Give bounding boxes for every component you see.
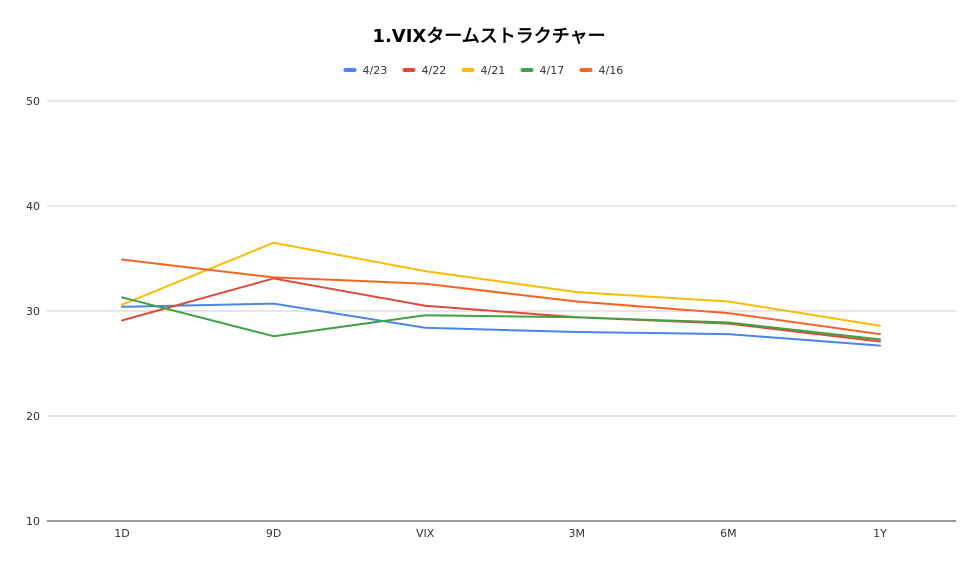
series-line-4/21 (121, 241, 881, 327)
legend-label: 4/21 (481, 64, 506, 77)
x-tick-label: 1D (114, 527, 129, 540)
x-tick-label: 1Y (873, 527, 887, 540)
legend-label: 4/17 (540, 64, 565, 77)
series-line-4/23 (121, 302, 881, 347)
x-tick-label: 6M (720, 527, 737, 540)
legend-item: 4/17 (520, 64, 565, 77)
legend: 4/23 4/22 4/21 4/17 4/16 (343, 64, 624, 77)
legend-item: 4/16 (579, 64, 624, 77)
legend-swatch (402, 68, 416, 72)
x-axis-tick-labels: 1D 9D VIX 3M 6M 1Y (114, 527, 887, 540)
legend-label: 4/23 (363, 64, 388, 77)
legend-swatch (461, 68, 475, 72)
legend-swatch (579, 68, 593, 72)
y-tick-label: 40 (26, 200, 40, 213)
series-line-4/17 (121, 296, 881, 341)
y-tick-label: 10 (26, 515, 40, 528)
y-tick-label: 30 (26, 305, 40, 318)
y-tick-label: 50 (26, 95, 40, 108)
legend-label: 4/16 (599, 64, 624, 77)
x-tick-label: 9D (266, 527, 281, 540)
x-tick-label: VIX (416, 527, 435, 540)
legend-item: 4/21 (461, 64, 506, 77)
y-tick-label: 20 (26, 410, 40, 423)
legend-swatch (520, 68, 534, 72)
y-axis-tick-labels: 10 20 30 40 50 (26, 95, 40, 528)
series-line-4/22 (121, 277, 881, 343)
legend-swatch (343, 68, 357, 72)
series-lines (121, 241, 881, 347)
legend-label: 4/22 (422, 64, 447, 77)
legend-item: 4/22 (402, 64, 447, 77)
legend-item: 4/23 (343, 64, 388, 77)
chart-title: 1.VIXタームストラクチャー (372, 26, 605, 47)
x-tick-label: 3M (569, 527, 586, 540)
series-line-4/16 (121, 258, 881, 336)
